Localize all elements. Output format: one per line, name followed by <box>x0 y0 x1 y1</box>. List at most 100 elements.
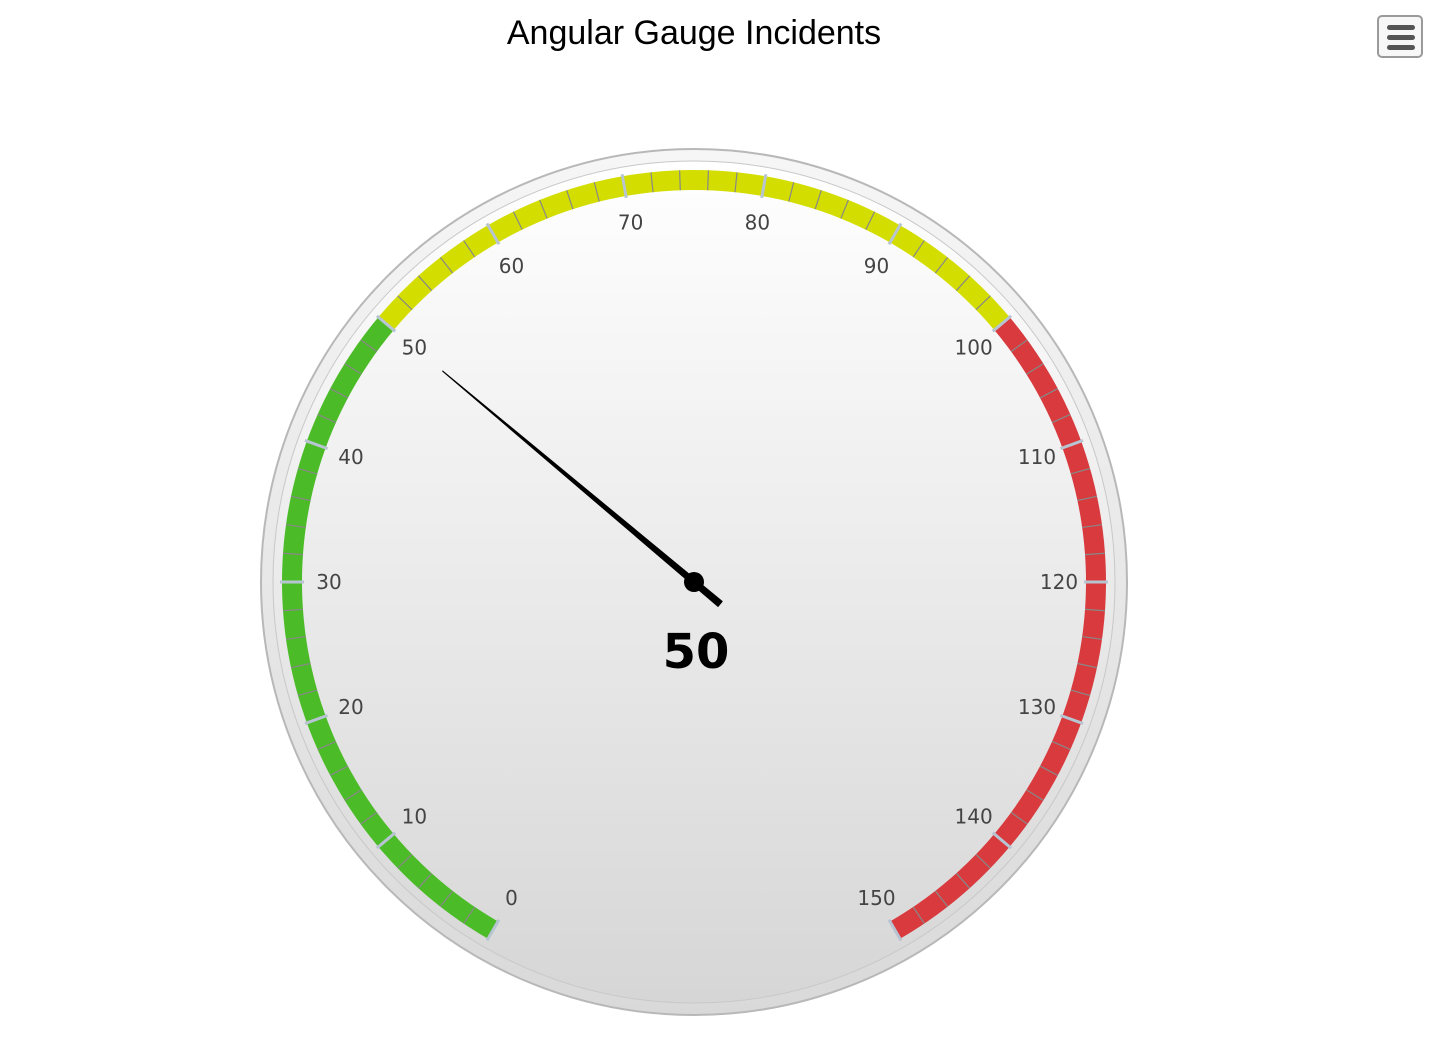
gauge-minor-tick <box>955 872 971 889</box>
gauge-tick-label: 110 <box>1018 445 1056 469</box>
gauge-tick-label: 0 <box>505 886 518 910</box>
gauge-tick-label: 60 <box>499 254 524 278</box>
gauge-minor-tick <box>417 275 433 292</box>
gauge-minor-tick <box>1051 413 1071 424</box>
gauge-band-2 <box>890 317 1106 939</box>
hamburger-menu-icon <box>1387 25 1415 50</box>
gauge-needle-pivot <box>684 572 704 592</box>
gauge-minor-tick <box>1070 467 1091 475</box>
gauge-minor-tick <box>1085 608 1106 612</box>
gauge-minor-tick <box>1039 765 1059 776</box>
gauge-minor-tick <box>840 199 849 219</box>
gauge-tick-label: 130 <box>1018 695 1056 719</box>
gauge-minor-tick <box>679 170 681 191</box>
gauge-minor-tick <box>1082 635 1103 640</box>
gauge-major-tick <box>620 174 628 199</box>
gauge-minor-tick <box>360 811 378 825</box>
gauge-minor-tick <box>463 906 476 924</box>
gauge-tick-label: 40 <box>338 445 363 469</box>
gauge-minor-tick <box>1077 495 1098 502</box>
gauge-minor-tick <box>397 295 413 311</box>
gauge-major-tick <box>1059 713 1084 726</box>
gauge-minor-tick <box>593 182 600 202</box>
gauge-minor-tick <box>317 740 337 751</box>
gauge-minor-tick <box>285 635 306 640</box>
gauge-major-tick <box>304 438 329 451</box>
gauge-minor-tick <box>814 189 822 210</box>
gauge-major-tick <box>375 314 397 333</box>
gauge-minor-tick <box>955 275 971 292</box>
gauge-tick-label: 30 <box>316 570 341 594</box>
gauge-minor-tick <box>1026 789 1044 801</box>
gauge-minor-tick <box>290 662 311 669</box>
gauge-minor-tick <box>397 853 413 869</box>
gauge-tick-label: 20 <box>338 695 363 719</box>
gauge-minor-tick <box>297 689 318 697</box>
gauge-tick-label: 120 <box>1040 570 1078 594</box>
gauge-minor-tick <box>1085 552 1106 556</box>
gauge-minor-ticks <box>282 170 1106 924</box>
gauge-major-tick <box>991 831 1013 850</box>
gauge-band-0 <box>281 317 498 939</box>
gauge-minor-tick <box>1039 388 1059 399</box>
gauge-minor-tick <box>912 906 925 924</box>
gauge-major-tick <box>760 174 768 199</box>
gauge-major-ticks <box>280 174 1108 942</box>
gauge-tick-label: 10 <box>402 805 427 829</box>
gauge-minor-tick <box>1077 662 1098 669</box>
gauge-minor-tick <box>463 240 476 258</box>
gauge-major-tick <box>1059 438 1084 451</box>
chart-title: Angular Gauge Incidents <box>506 14 882 52</box>
gauge-minor-tick <box>329 388 349 399</box>
gauge-minor-tick <box>1010 339 1028 353</box>
gauge-minor-tick <box>344 789 362 801</box>
gauge-value-label: 50 <box>663 624 730 680</box>
gauge-minor-tick <box>1010 811 1028 825</box>
gauge-minor-tick <box>329 765 349 776</box>
gauge-minor-tick <box>282 552 303 556</box>
gauge-tick-label: 100 <box>955 335 993 359</box>
gauge-needle <box>442 370 723 607</box>
gauge-minor-tick <box>417 872 433 889</box>
gauge-tick-label: 70 <box>618 211 643 235</box>
gauge-band-1 <box>378 169 1010 331</box>
gauge-tick-labels: 0 10 20 30 40 50 60 70 80 90 100 110 120 130 140 150 <box>316 211 1078 911</box>
gauge-minor-tick <box>539 199 548 219</box>
gauge-minor-tick <box>512 211 523 230</box>
gauge-major-tick <box>887 918 903 942</box>
gauge-minor-tick <box>934 890 949 908</box>
gauge-minor-tick <box>975 295 991 311</box>
gauge-major-tick <box>991 314 1013 333</box>
gauge-minor-tick <box>317 413 337 424</box>
gauge-minor-tick <box>297 467 318 475</box>
gauge-minor-tick <box>934 256 949 274</box>
gauge-major-tick <box>375 831 397 850</box>
gauge-minor-tick <box>707 170 709 191</box>
gauge-needle-group <box>442 370 723 607</box>
gauge-major-tick <box>887 222 903 246</box>
gauge-major-tick <box>485 222 501 246</box>
gauge-minor-tick <box>344 363 362 375</box>
gauge-minor-tick <box>734 172 738 193</box>
gauge-minor-tick <box>912 240 925 258</box>
gauge-minor-tick <box>282 608 303 612</box>
gauge-minor-tick <box>439 256 454 274</box>
gauge-minor-tick <box>360 339 378 353</box>
gauge-major-tick <box>485 918 501 942</box>
gauge-minor-tick <box>1070 689 1091 697</box>
gauge-bands <box>281 169 1106 939</box>
gauge-minor-tick <box>865 211 876 230</box>
gauge-minor-tick <box>975 853 991 869</box>
gauge-minor-tick <box>1026 363 1044 375</box>
gauge-tick-label: 50 <box>402 335 427 359</box>
gauge-tick-label: 90 <box>864 254 889 278</box>
gauge-tick-label: 140 <box>955 805 993 829</box>
gauge-minor-tick <box>290 495 311 502</box>
chart-menu-button[interactable] <box>1377 15 1423 58</box>
gauge-minor-tick <box>439 890 454 908</box>
gauge-minor-tick <box>285 524 306 529</box>
gauge-minor-tick <box>788 182 795 202</box>
gauge-minor-tick <box>650 172 654 193</box>
